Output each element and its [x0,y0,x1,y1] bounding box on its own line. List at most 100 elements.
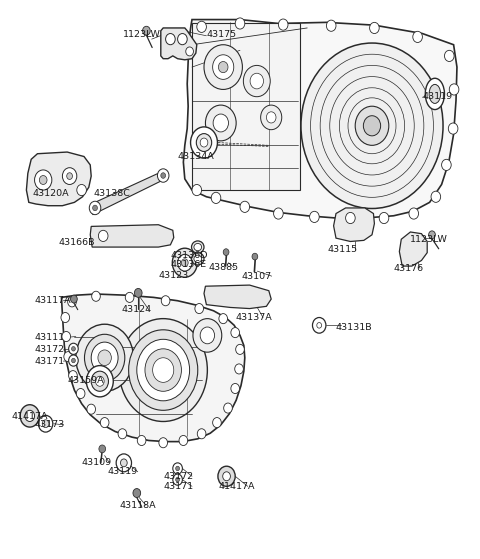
Circle shape [252,253,258,260]
Text: 43119: 43119 [108,467,138,476]
Polygon shape [204,285,271,309]
Circle shape [62,168,77,184]
Text: 43166B: 43166B [59,238,95,247]
Polygon shape [93,170,166,215]
Text: 43138C: 43138C [94,189,131,198]
Polygon shape [192,23,300,190]
Circle shape [312,318,326,333]
Circle shape [133,489,141,498]
Text: 43134A: 43134A [178,152,215,161]
Circle shape [346,212,355,224]
Circle shape [153,358,174,382]
Polygon shape [61,294,245,442]
Circle shape [431,191,441,202]
Text: 43131B: 43131B [336,323,372,332]
Circle shape [192,184,202,196]
Ellipse shape [429,84,441,103]
Polygon shape [90,225,174,247]
Polygon shape [26,152,91,206]
Circle shape [100,418,109,428]
Circle shape [266,112,276,123]
Ellipse shape [425,78,444,110]
Circle shape [120,459,127,467]
Text: 43159A: 43159A [67,376,104,385]
Circle shape [76,324,133,391]
Text: 43171: 43171 [163,482,193,491]
Circle shape [179,435,188,446]
Text: 1123LW: 1123LW [123,30,160,39]
Text: 43107: 43107 [242,272,272,281]
Text: 43111: 43111 [35,333,65,342]
Circle shape [119,319,207,421]
Text: 43123: 43123 [158,271,189,280]
Polygon shape [399,232,427,266]
Circle shape [84,334,125,381]
Circle shape [173,474,182,485]
Circle shape [72,358,75,363]
Ellipse shape [192,241,204,253]
Circle shape [137,339,190,401]
Circle shape [98,230,108,241]
Text: 43136E: 43136E [170,260,206,269]
Text: 43136D: 43136D [170,251,208,260]
Circle shape [25,410,35,421]
Circle shape [67,173,72,179]
Circle shape [137,435,146,446]
Circle shape [35,170,52,190]
Circle shape [172,248,197,277]
Circle shape [448,123,458,134]
Polygon shape [161,28,197,60]
Circle shape [116,454,132,472]
Circle shape [71,295,77,303]
Circle shape [178,254,192,271]
Circle shape [145,349,181,391]
Circle shape [231,383,240,394]
Circle shape [38,415,53,432]
Circle shape [213,55,234,79]
Circle shape [76,389,85,399]
Circle shape [96,376,104,386]
Circle shape [301,43,443,209]
Circle shape [200,327,215,344]
Circle shape [157,169,169,182]
Circle shape [193,319,222,352]
Circle shape [218,466,235,486]
Circle shape [235,364,243,374]
Circle shape [197,429,206,439]
Circle shape [449,84,459,95]
Text: 43137A: 43137A [235,313,272,322]
Circle shape [68,297,76,307]
Circle shape [355,106,389,145]
Circle shape [223,472,230,481]
Text: 43118A: 43118A [119,501,156,510]
Polygon shape [334,208,374,241]
Text: 41417A: 41417A [219,482,255,491]
Circle shape [69,371,77,381]
Circle shape [77,184,86,196]
Circle shape [89,201,101,215]
Circle shape [219,314,228,324]
Circle shape [129,330,198,410]
Text: 43120A: 43120A [33,189,69,198]
Circle shape [231,328,240,338]
Circle shape [173,463,182,474]
Text: 43172: 43172 [163,472,193,481]
Circle shape [69,355,78,366]
Circle shape [39,176,47,184]
Circle shape [444,50,454,61]
Circle shape [317,323,322,328]
Circle shape [87,404,96,414]
Circle shape [159,438,168,448]
Circle shape [379,212,389,224]
Circle shape [442,159,451,170]
Circle shape [93,205,97,211]
Text: 43175: 43175 [206,30,237,39]
Circle shape [370,22,379,34]
Circle shape [42,420,49,428]
Circle shape [176,466,180,471]
Circle shape [218,61,228,73]
Text: 43885: 43885 [209,263,239,272]
Circle shape [176,477,180,482]
Circle shape [20,405,39,427]
Circle shape [326,20,336,31]
